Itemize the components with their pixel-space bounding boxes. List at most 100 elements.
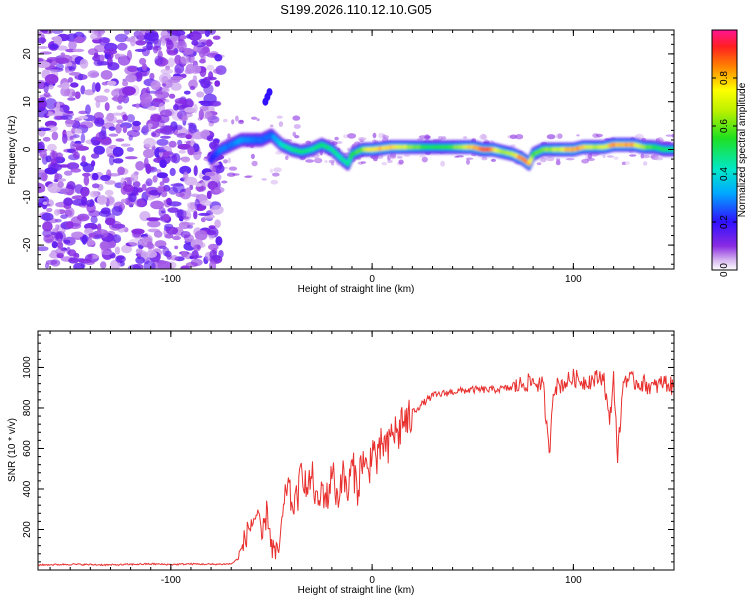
noise-blob: [146, 217, 161, 222]
scatter-blob: [360, 161, 367, 164]
scatter-blob: [221, 180, 228, 184]
noise-blob: [98, 37, 110, 46]
noise-blob: [122, 184, 134, 193]
noise-blob: [72, 199, 86, 206]
noise-blob: [66, 246, 71, 255]
noise-blob: [210, 205, 224, 215]
noise-blob: [165, 40, 174, 50]
noise-blob: [122, 86, 136, 96]
noise-blob: [209, 100, 222, 107]
noise-blob: [74, 140, 82, 145]
noise-blob: [131, 228, 145, 235]
noise-blob: [141, 125, 149, 136]
noise-blob: [188, 124, 197, 134]
noise-blob: [160, 190, 168, 198]
noise-blob: [38, 246, 49, 252]
noise-blob: [41, 30, 48, 34]
noise-blob: [60, 214, 68, 220]
noise-blob: [42, 201, 48, 205]
noise-blob: [181, 156, 191, 163]
noise-blob: [90, 153, 100, 159]
noise-blob: [70, 82, 79, 88]
noise-blob: [126, 147, 134, 152]
noise-blob: [51, 131, 59, 141]
noise-blob: [92, 183, 100, 189]
scatter-blob: [314, 157, 321, 163]
noise-blob: [80, 85, 86, 95]
scatter-blob: [466, 159, 470, 165]
noise-blob: [80, 262, 86, 269]
noise-blob: [61, 82, 70, 90]
noise-blob: [86, 199, 95, 207]
snr-x-tick-label: -100: [161, 575, 181, 586]
spectrogram-y-label: Frequency (Hz): [7, 116, 18, 185]
scatter-blob: [671, 134, 674, 138]
noise-blob: [66, 61, 73, 67]
noise-blob: [141, 183, 147, 191]
scatter-blob: [227, 133, 231, 139]
colorbar-tick-label: 0.2: [719, 215, 730, 229]
noise-blob: [188, 53, 195, 64]
noise-blob: [74, 184, 84, 194]
scatter-blob: [441, 136, 447, 140]
noise-blob: [70, 168, 82, 173]
noise-blob: [106, 80, 117, 86]
noise-blob: [70, 140, 76, 151]
noise-blob: [143, 260, 156, 269]
noise-blob: [51, 150, 58, 159]
noise-blob: [190, 193, 200, 198]
noise-blob: [93, 145, 105, 155]
spectrogram-y-tick-label: -20: [22, 237, 33, 252]
scatter-blob: [509, 134, 517, 140]
noise-blob: [38, 183, 46, 194]
noise-blob: [41, 212, 54, 221]
scatter-blob: [606, 155, 614, 158]
noise-blob: [132, 120, 141, 127]
noise-blob: [74, 91, 81, 99]
noise-blob: [55, 247, 66, 255]
noise-blob: [130, 38, 136, 47]
noise-blob: [156, 138, 169, 146]
noise-blob: [38, 127, 51, 131]
noise-blob: [95, 99, 101, 109]
noise-blob: [114, 246, 121, 255]
scatter-blob: [635, 133, 644, 140]
scatter-blob: [546, 134, 556, 140]
noise-blob: [62, 188, 75, 196]
noise-blob: [145, 250, 157, 258]
noise-blob: [123, 30, 131, 35]
scatter-blob: [270, 179, 279, 185]
noise-blob: [199, 58, 206, 64]
noise-blob: [79, 121, 94, 129]
noise-blob: [120, 143, 131, 147]
noise-blob: [94, 52, 99, 59]
scatter-blob: [292, 115, 301, 121]
snr-y-tick-label: 200: [22, 521, 33, 538]
noise-blob: [115, 33, 129, 43]
noise-blob: [156, 114, 170, 124]
noise-blob: [99, 241, 110, 251]
noise-blob: [63, 170, 73, 176]
noise-blob: [204, 111, 213, 120]
noise-blob: [153, 230, 163, 238]
colorbar-tick-label: 0.8: [719, 71, 730, 85]
scatter-blob: [226, 172, 236, 177]
snr-background: [38, 331, 674, 570]
noise-blob: [191, 131, 206, 140]
noise-blob: [74, 128, 83, 134]
scatter-blob: [595, 133, 603, 138]
noise-blob: [115, 138, 125, 142]
noise-blob: [159, 109, 173, 117]
noise-blob: [159, 181, 165, 187]
scatter-blob: [346, 147, 351, 152]
noise-blob: [120, 122, 133, 129]
scatter-blob: [276, 115, 283, 119]
noise-blob: [112, 234, 122, 244]
noise-blob: [76, 213, 90, 222]
noise-blob: [74, 144, 83, 148]
scatter-blob: [581, 159, 589, 164]
noise-blob: [208, 141, 218, 150]
noise-blob: [71, 127, 76, 134]
spectrogram-x-tick-label: 100: [565, 274, 582, 285]
noise-blob: [90, 215, 98, 224]
